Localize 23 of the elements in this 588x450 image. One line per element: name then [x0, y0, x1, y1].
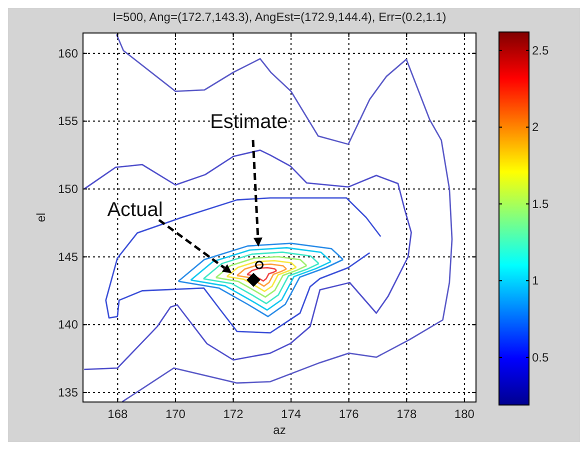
color-bar-label: 2	[532, 120, 539, 134]
color-bar-label: 1.5	[532, 196, 550, 211]
annotation: Actual	[107, 199, 163, 221]
color-bar-label: 2.5	[532, 43, 550, 58]
x-tick-label: 174	[281, 407, 302, 421]
x-tick-label: 178	[396, 407, 417, 421]
x-tick-label: 170	[165, 407, 186, 421]
x-tick-label: 180	[454, 407, 475, 421]
y-tick-label: 145	[58, 250, 78, 264]
color-bar-label: 0.5	[532, 350, 550, 364]
color-bar-label: 1	[532, 274, 539, 288]
x-tick-label: 168	[108, 407, 128, 421]
x-axis-title: az	[273, 423, 286, 437]
x-tick-label: 176	[338, 407, 360, 421]
y-axis-title: el	[34, 212, 48, 222]
y-tick-label: 160	[58, 46, 78, 60]
y-tick-label: 135	[58, 386, 78, 400]
x-tick-label: 172	[223, 407, 244, 421]
y-tick-label: 150	[58, 182, 78, 196]
chart-title: I=500, Ang=(172.7,143.3), AngEst=(172.9,144.4), Err=(0.2,1.1)	[112, 10, 446, 24]
y-tick-label: 140	[58, 318, 78, 332]
annotation: Estimate	[210, 111, 288, 133]
y-tick-label: 155	[58, 114, 78, 128]
